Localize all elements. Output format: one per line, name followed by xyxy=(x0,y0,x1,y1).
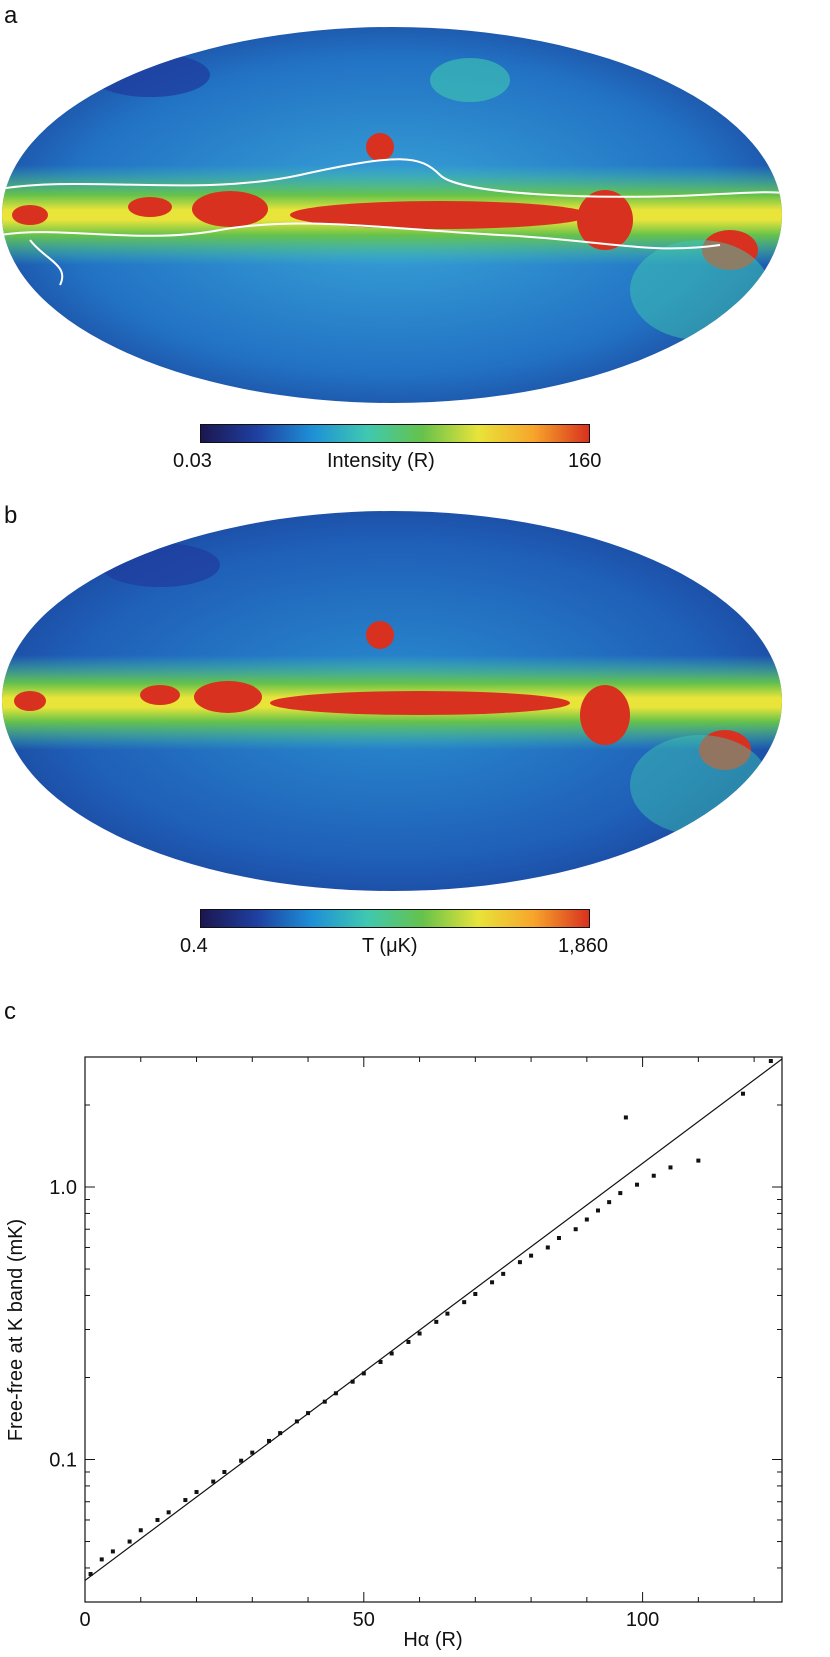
data-point xyxy=(406,1339,411,1344)
data-point xyxy=(490,1280,495,1285)
data-point xyxy=(696,1158,701,1163)
data-point xyxy=(138,1528,143,1533)
data-point xyxy=(155,1517,160,1522)
orion-eridanus-region xyxy=(630,240,770,340)
data-point xyxy=(473,1291,478,1296)
data-point xyxy=(306,1411,311,1416)
data-point xyxy=(607,1200,612,1205)
data-point xyxy=(584,1217,589,1222)
edge-emission xyxy=(12,205,48,225)
data-point xyxy=(635,1182,640,1187)
data-point xyxy=(211,1479,216,1484)
x-tick-label: 50 xyxy=(353,1609,375,1631)
data-point xyxy=(239,1458,244,1463)
data-point xyxy=(529,1253,534,1258)
mask-contour-lower xyxy=(2,222,721,250)
data-point xyxy=(668,1165,673,1170)
cassiopeia-emission xyxy=(128,197,172,217)
panel-label-a: a xyxy=(4,2,18,29)
data-point xyxy=(294,1419,299,1424)
colorbar-a-max: 160 xyxy=(568,450,602,472)
cassiopeia-emission xyxy=(140,685,180,705)
data-point xyxy=(462,1300,467,1305)
y-tick-label: 0.1 xyxy=(49,1450,77,1472)
y-axis-label: Free-free at K band (mK) xyxy=(5,1219,27,1441)
data-point xyxy=(434,1319,439,1324)
orion-emission xyxy=(699,730,751,770)
colorbar-a-gradient xyxy=(200,424,590,443)
data-point xyxy=(501,1271,506,1276)
data-point xyxy=(389,1351,394,1356)
data-point xyxy=(110,1549,115,1554)
galactic-center-emission xyxy=(290,201,590,229)
data-point xyxy=(278,1431,283,1436)
data-point xyxy=(222,1469,227,1474)
orion-eridanus-region xyxy=(630,735,770,835)
data-point xyxy=(378,1359,383,1364)
gum-nebula-emission xyxy=(580,685,630,745)
data-point xyxy=(350,1379,355,1384)
colorbar-a-label: Intensity (R) xyxy=(327,450,435,472)
data-point xyxy=(768,1059,773,1064)
data-point xyxy=(166,1510,171,1515)
data-point xyxy=(183,1498,188,1503)
cygnus-emission xyxy=(194,681,262,713)
data-point xyxy=(556,1235,561,1240)
panel-label-b: b xyxy=(4,502,18,529)
data-point xyxy=(618,1191,623,1196)
mask-contour-left xyxy=(29,239,64,286)
x-tick-label: 100 xyxy=(626,1609,659,1631)
scatter-plot: 0 50 100 0.1 1.0 Hα (R) Free-free at K band… xyxy=(5,1056,783,1651)
data-point xyxy=(595,1208,600,1213)
x-axis-ticks: 0 50 100 xyxy=(79,1057,755,1631)
colorbar-b-min: 0.4 xyxy=(180,935,208,957)
galactic-center-emission xyxy=(270,691,570,715)
data-point xyxy=(651,1173,656,1178)
x-axis-label: Hα (R) xyxy=(403,1629,462,1651)
ophiuchus-emission xyxy=(366,621,394,649)
mask-contour-upper xyxy=(2,158,782,211)
data-point xyxy=(267,1438,272,1443)
data-point xyxy=(545,1245,550,1250)
data-point xyxy=(250,1450,255,1455)
loop-feature xyxy=(430,58,510,102)
edge-emission xyxy=(14,691,46,711)
data-point xyxy=(417,1331,422,1336)
y-axis-ticks: 0.1 1.0 xyxy=(49,1056,782,1603)
data-points xyxy=(88,1059,773,1577)
fit-line xyxy=(84,1058,783,1581)
data-point xyxy=(333,1391,338,1396)
panel-label-c: c xyxy=(4,998,16,1025)
gum-nebula-emission xyxy=(577,190,633,250)
data-point xyxy=(740,1091,745,1096)
colorbar-b-max: 1,860 xyxy=(558,935,609,957)
y-tick-label: 1.0 xyxy=(49,1177,77,1199)
data-point xyxy=(517,1260,522,1265)
colorbar-b-label: T (μK) xyxy=(362,935,418,957)
x-tick-label: 0 xyxy=(79,1609,90,1631)
cygnus-emission xyxy=(192,191,268,227)
data-point xyxy=(194,1489,199,1494)
colorbar-b-gradient xyxy=(200,909,590,928)
data-point xyxy=(99,1557,104,1562)
data-point xyxy=(322,1399,327,1404)
data-point xyxy=(88,1572,93,1577)
data-point xyxy=(445,1311,450,1316)
data-point xyxy=(361,1371,366,1376)
dark-region xyxy=(90,53,210,97)
freefree-sky-map xyxy=(2,511,782,891)
halpha-sky-map xyxy=(2,27,782,403)
data-point xyxy=(573,1227,578,1232)
dark-region xyxy=(100,543,220,587)
ophiuchus-emission xyxy=(366,133,394,161)
data-point xyxy=(623,1115,628,1120)
plot-frame xyxy=(84,1056,783,1603)
colorbar-a-min: 0.03 xyxy=(173,450,212,472)
data-point xyxy=(127,1539,132,1544)
